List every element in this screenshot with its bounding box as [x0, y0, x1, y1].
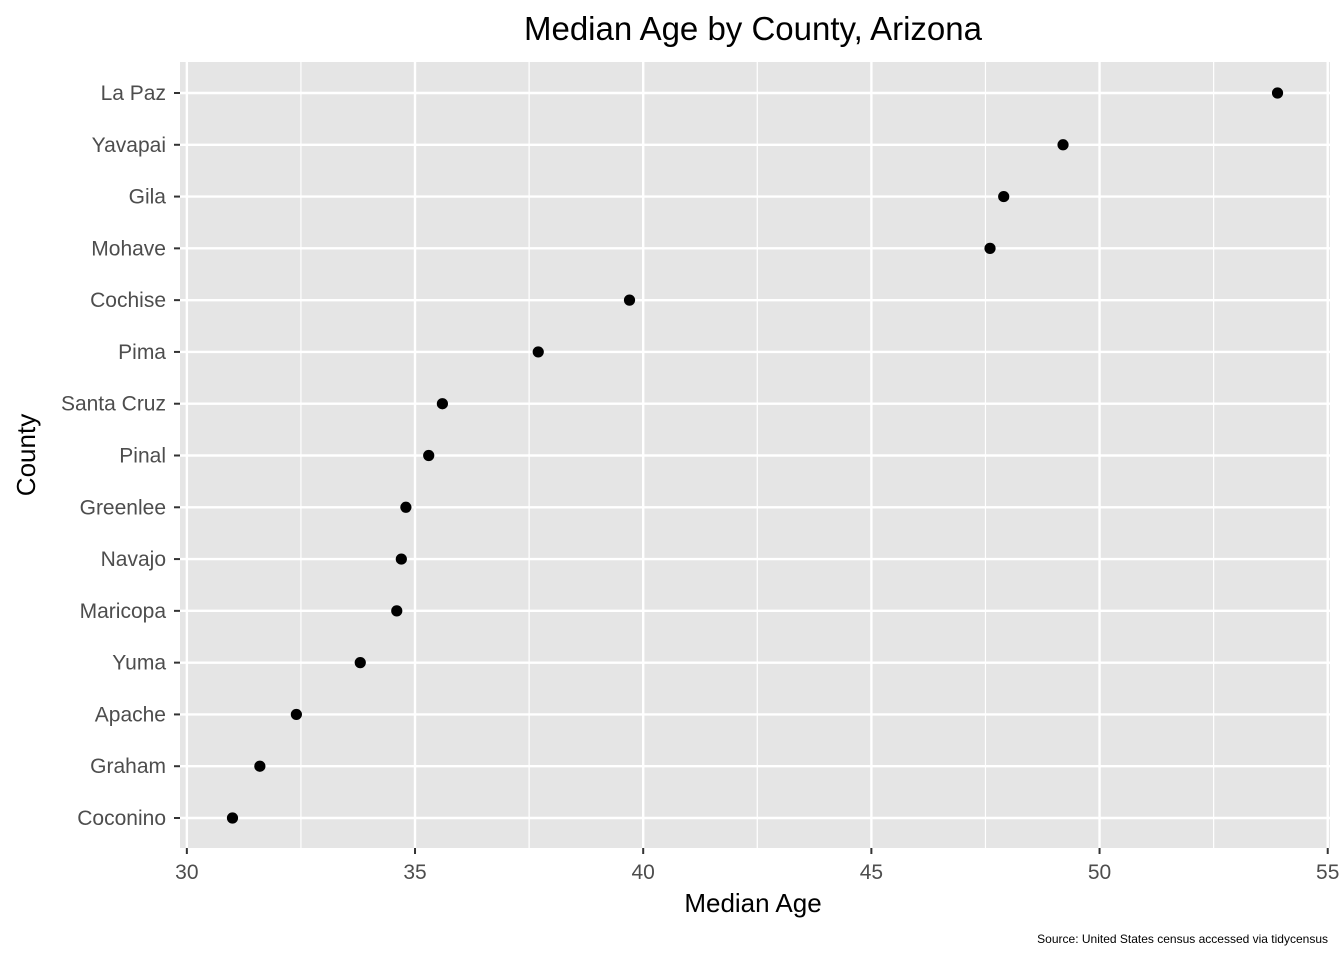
y-axis-title: County: [11, 414, 41, 496]
x-tick-label: 50: [1088, 861, 1111, 884]
y-tick-label: Maricopa: [80, 600, 167, 623]
y-tick-label: Pinal: [119, 445, 166, 468]
data-points: [226, 87, 1284, 824]
data-point: [290, 708, 302, 721]
x-tick-label: 55: [1316, 861, 1339, 884]
data-point: [436, 398, 449, 410]
x-axis-title: Median Age: [684, 888, 821, 918]
major-gridlines: [180, 62, 1330, 848]
data-point: [984, 242, 996, 254]
data-point: [423, 449, 435, 462]
data-point: [254, 760, 266, 772]
y-tick-label: Mohave: [91, 237, 166, 260]
y-axis: La Paz Yavapai Gila Mohave Cochise Pima Santa …: [61, 82, 180, 830]
y-tick-label: Pima: [118, 341, 166, 364]
data-point: [226, 812, 239, 824]
y-tick-label: Yuma: [112, 652, 166, 675]
x-axis: 30 35 40 45 50 55: [175, 848, 1339, 884]
data-point: [391, 605, 403, 617]
data-point: [998, 190, 1010, 203]
chart-caption: Source: United States census accessed vi…: [1037, 932, 1328, 946]
data-point: [532, 346, 544, 358]
data-point: [400, 501, 412, 513]
x-tick-label: 30: [175, 861, 198, 884]
y-tick-label: Cochise: [90, 289, 166, 312]
y-tick-label: Navajo: [101, 548, 166, 571]
y-tick-label: Coconino: [77, 807, 166, 830]
data-point: [623, 294, 636, 306]
y-tick-label: Greenlee: [80, 496, 166, 519]
y-tick-label: Santa Cruz: [61, 393, 166, 416]
chart-title: Median Age by County, Arizona: [524, 10, 983, 47]
data-point: [395, 553, 407, 565]
y-tick-label: Yavapai: [92, 134, 166, 157]
data-point: [1057, 139, 1069, 151]
y-tick-label: Gila: [129, 186, 167, 209]
x-tick-label: 40: [632, 861, 655, 884]
data-point: [1271, 87, 1284, 99]
x-tick-label: 35: [403, 861, 426, 884]
x-tick-label: 45: [860, 861, 883, 884]
y-tick-label: La Paz: [101, 82, 166, 105]
y-tick-label: Apache: [95, 703, 166, 726]
data-point: [354, 657, 366, 669]
y-tick-label: Graham: [90, 755, 166, 778]
